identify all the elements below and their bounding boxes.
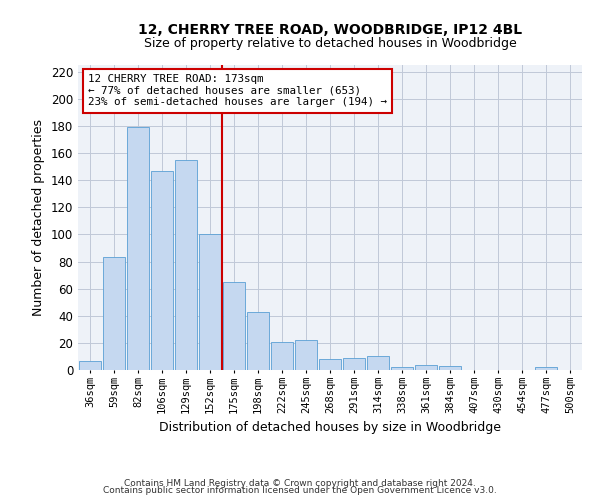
Bar xyxy=(151,170,173,370)
Bar xyxy=(247,312,269,370)
Bar xyxy=(319,359,341,370)
Bar xyxy=(295,340,317,370)
Bar xyxy=(271,342,293,370)
Bar xyxy=(127,128,149,370)
Bar xyxy=(391,368,413,370)
Text: 12 CHERRY TREE ROAD: 173sqm
← 77% of detached houses are smaller (653)
23% of se: 12 CHERRY TREE ROAD: 173sqm ← 77% of det… xyxy=(88,74,387,108)
Bar xyxy=(175,160,197,370)
Bar xyxy=(223,282,245,370)
Text: 12, CHERRY TREE ROAD, WOODBRIDGE, IP12 4BL: 12, CHERRY TREE ROAD, WOODBRIDGE, IP12 4… xyxy=(138,22,522,36)
Text: Size of property relative to detached houses in Woodbridge: Size of property relative to detached ho… xyxy=(143,36,517,50)
Text: Contains HM Land Registry data © Crown copyright and database right 2024.: Contains HM Land Registry data © Crown c… xyxy=(124,478,476,488)
Bar xyxy=(79,360,101,370)
Bar xyxy=(439,366,461,370)
Bar xyxy=(343,358,365,370)
Bar xyxy=(415,364,437,370)
Bar xyxy=(103,258,125,370)
Bar xyxy=(535,368,557,370)
Y-axis label: Number of detached properties: Number of detached properties xyxy=(32,119,45,316)
Bar xyxy=(199,234,221,370)
X-axis label: Distribution of detached houses by size in Woodbridge: Distribution of detached houses by size … xyxy=(159,422,501,434)
Text: Contains public sector information licensed under the Open Government Licence v3: Contains public sector information licen… xyxy=(103,486,497,495)
Bar xyxy=(367,356,389,370)
